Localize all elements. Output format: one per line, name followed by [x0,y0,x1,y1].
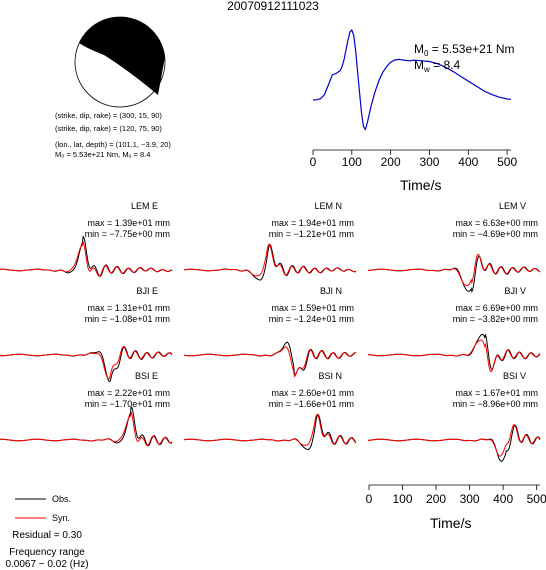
panel-station-label: BJI E [136,286,158,296]
nodal-plane-1: (strike, dip, rake) = (300, 15, 90) [55,111,162,120]
observed-waveform [183,413,357,451]
panel-min-amplitude: min = −1.66e+01 mm [269,399,354,409]
stf-moment-label: M0 = 5.53e+21 Nm [414,42,515,58]
panel-station-label: LEM N [314,201,342,211]
waveform-x-tick-label: 300 [460,492,480,506]
synthetic-waveform [183,243,357,277]
panel-min-amplitude: min = −8.96e+00 mm [453,399,538,409]
synthetic-waveform [0,241,173,277]
stf-x-tick-label: 200 [381,155,401,169]
stf-series-line [312,28,512,131]
panel-station-label: BJI V [504,286,526,296]
waveform-x-axis-label: Time/s [430,515,471,531]
panel-station-label: BSI N [318,371,342,381]
stf-x-tick-label: 300 [419,155,439,169]
stf-x-tick-label: 400 [458,155,478,169]
waveform-x-tick-label: 100 [393,492,413,506]
hypocenter-location: (lon., lat, depth) = (101.1, −3.9, 20) [55,140,171,149]
observed-waveform [367,333,541,371]
beachball-compressional-quadrant [79,17,165,96]
panel-max-amplitude: max = 1.67e+01 mm [455,388,538,398]
panel-station-label: BSI V [503,371,526,381]
panel-max-amplitude: max = 1.59e+01 mm [271,303,354,313]
panel-min-amplitude: min = −3.82e+00 mm [453,314,538,324]
panel-min-amplitude: min = −4.69e+00 mm [453,229,538,239]
residual-value: Residual = 0.30 [12,530,82,541]
panel-max-amplitude: max = 2.22e+01 mm [87,388,170,398]
panel-max-amplitude: max = 2.60e+01 mm [271,388,354,398]
synthetic-waveform [183,413,357,446]
stf-x-ticks: 0 100 200 300 400 500 [310,150,517,169]
panel-min-amplitude: min = −1.08e+01 mm [85,314,170,324]
stf-x-tick-label: 100 [342,155,362,169]
waveform-x-tick-label: 400 [493,492,513,506]
panel-max-amplitude: max = 1.94e+01 mm [271,218,354,228]
panel-station-label: BJI N [320,286,342,296]
waveform-x-tick-label: 200 [426,492,446,506]
panel-min-amplitude: min = −1.70e+01 mm [85,399,170,409]
legend-obs-label: Obs. [52,494,71,504]
synthetic-waveform [0,346,173,380]
panel-max-amplitude: max = 1.39e+01 mm [87,218,170,228]
panel-max-amplitude: max = 6.69e+00 mm [455,303,538,313]
focal-mechanism-beachball [74,16,166,108]
waveform-x-tick-label: 0 [366,492,373,506]
stf-x-axis-label: Time/s [400,177,441,193]
panel-station-label: LEM E [131,201,158,211]
figure-title: 20070912111023 [227,0,319,13]
panel-max-amplitude: max = 1.31e+01 mm [87,303,170,313]
moment-magnitude-summary: M₀ = 5.53e+21 Nm, Mᵤ = 8.4 [55,150,150,159]
synthetic-waveform [367,423,541,457]
stf-magnitude-label: Mw = 8.4 [414,58,460,74]
synthetic-waveform [367,339,541,373]
nodal-plane-2: (strike, dip, rake) = (120, 75, 90) [55,124,162,133]
waveform-time-axis: 0 100 200 300 400 500 Time/s [366,484,546,531]
observed-waveform [183,243,357,281]
legend-syn-label: Syn. [52,513,70,523]
waveform-x-tick-label: 500 [527,492,546,506]
stf-x-tick-label: 500 [497,155,517,169]
frequency-range-value: 0.0067 − 0.02 (Hz) [5,559,88,570]
source-time-function-chart: 0 100 200 300 400 500 Time/s M0 = 5.53e+21 Nm… [310,28,517,193]
panel-max-amplitude: max = 6.63e+00 mm [455,218,538,228]
observed-waveform [183,341,357,375]
stf-x-tick-label: 0 [310,155,317,169]
synthetic-waveform [183,346,357,378]
panel-station-label: BSI E [135,371,158,381]
panel-min-amplitude: min = −7.75e+00 mm [85,229,170,239]
observed-waveform [368,424,541,462]
panel-station-label: LEM V [499,201,526,211]
synthetic-waveform [0,412,173,447]
legend: Obs. Syn. [15,494,71,523]
panel-min-amplitude: min = −1.21e+01 mm [269,229,354,239]
waveform-x-ticks: 0 100 200 300 400 500 [366,485,546,506]
panel-min-amplitude: min = −1.24e+01 mm [269,314,354,324]
synthetic-waveform [368,253,541,287]
frequency-range-title: Frequency range [9,547,85,558]
